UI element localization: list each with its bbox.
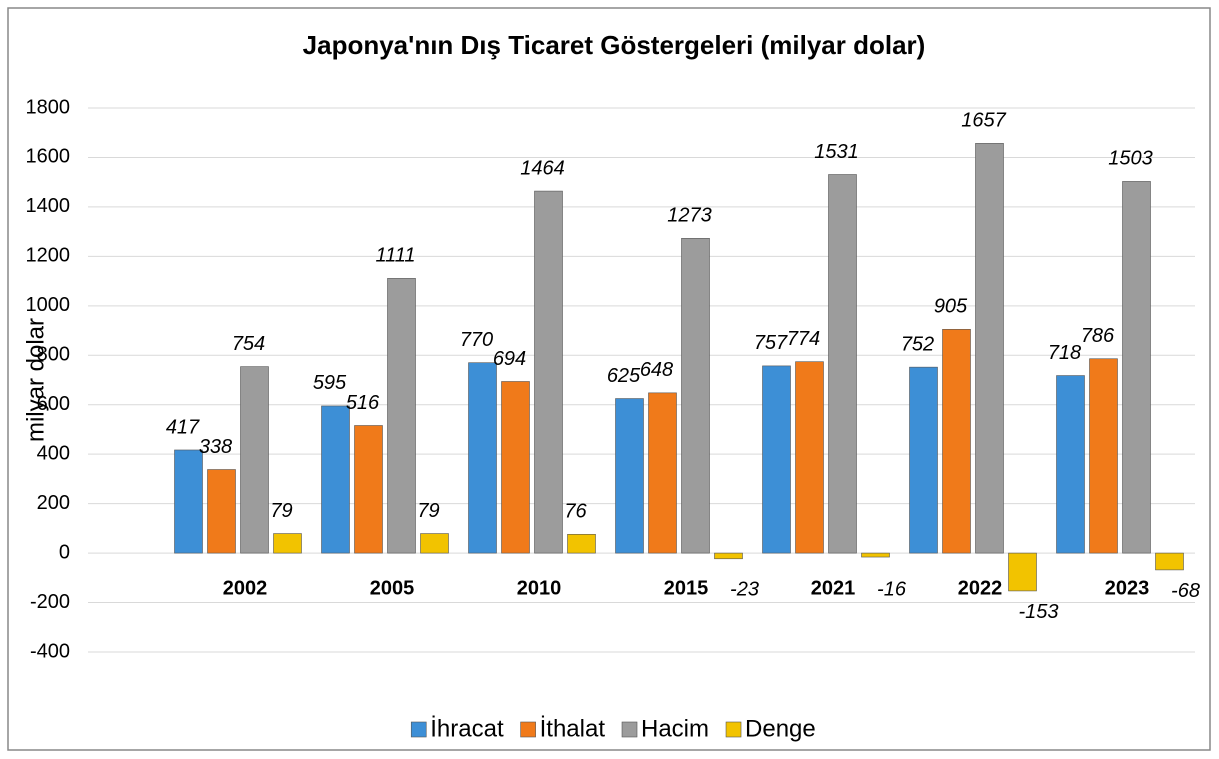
value-label: 595 (313, 372, 347, 394)
bar (909, 366, 938, 554)
legend-label: Denge (745, 715, 816, 742)
value-label: 79 (417, 500, 439, 522)
y-tick-label: -200 (30, 591, 70, 613)
bar (861, 552, 890, 558)
value-label: 516 (346, 392, 380, 414)
value-label: 718 (1048, 342, 1081, 364)
legend-swatch (621, 721, 638, 738)
bar (1155, 552, 1184, 571)
x-tick-label: 2002 (223, 577, 268, 599)
bar (174, 449, 203, 554)
value-label: 79 (270, 500, 292, 522)
bar (942, 329, 971, 554)
y-tick-label: 1600 (26, 146, 71, 168)
bar (795, 361, 824, 554)
y-tick-label: 600 (37, 393, 70, 415)
bar (354, 425, 383, 554)
value-label: -16 (877, 578, 907, 600)
value-label: -153 (1018, 601, 1058, 623)
chart-title: Japonya'nın Dış Ticaret Göstergeleri (mi… (303, 30, 926, 60)
bar (321, 405, 350, 554)
bar (762, 365, 791, 554)
chart-frame (7, 7, 1211, 751)
y-tick-label: 1200 (26, 245, 71, 267)
bar (615, 398, 644, 554)
bar (714, 552, 743, 560)
y-tick-label: 800 (37, 344, 70, 366)
y-tick-label: 0 (59, 541, 70, 563)
bar (828, 174, 857, 554)
value-label: 786 (1081, 325, 1115, 347)
value-label: 1503 (1108, 148, 1153, 170)
bar (1056, 375, 1085, 554)
legend-swatch (410, 721, 427, 738)
value-label: 625 (607, 365, 641, 387)
value-label: -23 (730, 578, 759, 600)
value-label: -68 (1171, 580, 1200, 602)
bar (420, 533, 449, 554)
bar (207, 469, 236, 554)
bar (1089, 358, 1118, 554)
bar (1008, 552, 1037, 592)
bar (273, 533, 302, 554)
x-tick-label: 2022 (958, 577, 1003, 599)
value-label: 754 (232, 333, 265, 355)
bar (648, 392, 677, 554)
value-label: 338 (199, 436, 232, 458)
y-axis-label: milyar dolar (22, 318, 49, 442)
value-label: 417 (166, 416, 200, 438)
legend-label: İthalat (540, 715, 606, 742)
bar (681, 238, 710, 554)
x-tick-label: 2021 (811, 577, 856, 599)
bar (567, 533, 596, 554)
value-label: 694 (493, 348, 526, 370)
bar (468, 362, 497, 554)
value-label: 76 (564, 501, 587, 523)
bar (975, 143, 1004, 554)
x-tick-label: 2015 (664, 577, 709, 599)
bar (240, 366, 269, 554)
y-tick-label: 1800 (26, 96, 71, 118)
legend-label: Hacim (641, 715, 709, 742)
y-tick-label: 1000 (26, 294, 71, 316)
value-label: 1273 (667, 205, 712, 227)
value-label: 757 (754, 332, 788, 354)
bar (387, 278, 416, 554)
value-label: 770 (460, 329, 493, 351)
legend-swatch (520, 721, 536, 738)
value-label: 1657 (961, 110, 1006, 132)
y-tick-label: 1400 (26, 195, 71, 217)
y-tick-label: 400 (37, 442, 70, 464)
value-label: 1531 (814, 141, 859, 163)
y-tick-label: 200 (37, 492, 70, 514)
bar (501, 381, 530, 554)
value-label: 1464 (520, 157, 565, 179)
value-label: 752 (901, 333, 934, 355)
value-label: 648 (640, 359, 673, 381)
value-label: 774 (787, 328, 820, 350)
y-tick-label: -400 (30, 640, 70, 662)
legend-label: İhracat (430, 715, 504, 742)
x-tick-label: 2010 (517, 577, 562, 599)
legend-swatch (725, 721, 742, 738)
value-label: 1111 (375, 245, 415, 267)
value-label: 905 (934, 296, 968, 318)
bar (534, 190, 563, 554)
x-tick-label: 2023 (1105, 577, 1150, 599)
x-tick-label: 2005 (370, 577, 415, 599)
bar (1122, 181, 1151, 554)
